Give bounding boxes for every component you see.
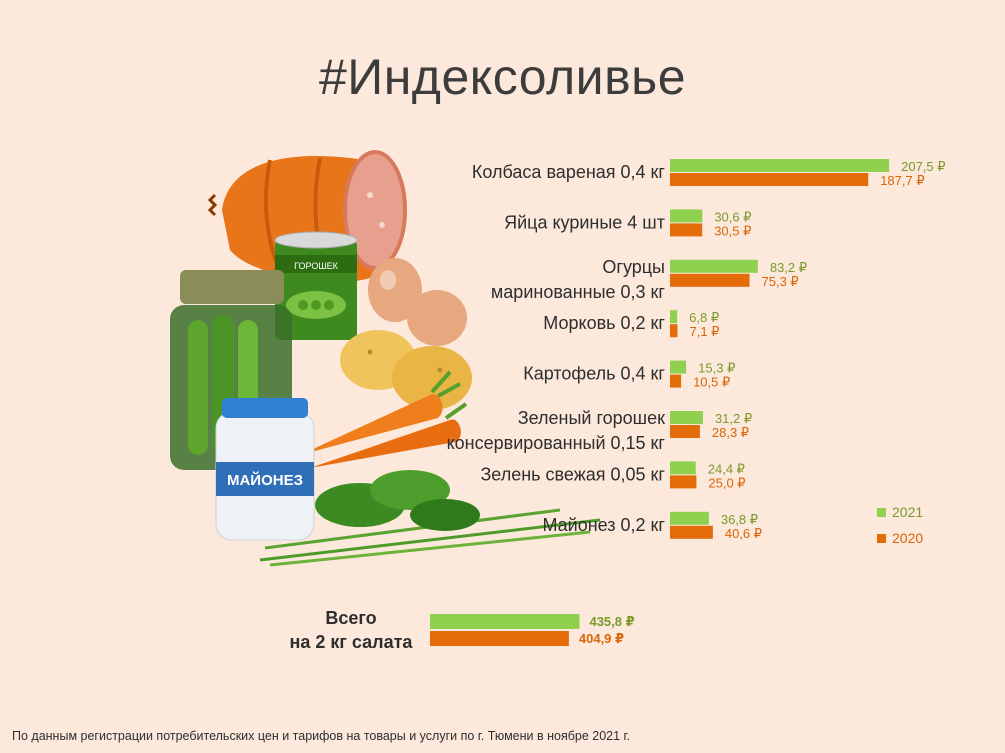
total-bar-2021 bbox=[430, 614, 580, 629]
value-label-2021: 15,3 ₽ bbox=[698, 361, 735, 376]
total-value-2020: 404,9 ₽ bbox=[579, 631, 624, 646]
bar-2020 bbox=[670, 173, 869, 186]
value-label-2021: 36,8 ₽ bbox=[721, 512, 758, 527]
bar-2020 bbox=[670, 223, 703, 237]
value-label-2020: 187,7 ₽ bbox=[880, 173, 924, 188]
legend: 2021 2020 bbox=[877, 504, 923, 546]
value-label-2020: 30,5 ₽ bbox=[714, 223, 751, 238]
category-label: Огурцы маринованные 0,3 кг bbox=[491, 257, 666, 302]
bar-2021 bbox=[670, 259, 758, 273]
bar-2021 bbox=[670, 159, 890, 172]
value-label-2021: 83,2 ₽ bbox=[770, 260, 807, 275]
jar-label: МАЙОНЕЗ bbox=[227, 471, 303, 489]
value-label-2020: 25,0 ₽ bbox=[708, 475, 745, 490]
bar-2020 bbox=[670, 374, 682, 388]
legend-swatch-2020 bbox=[877, 534, 886, 543]
category-label: Майонез 0,2 кг bbox=[542, 515, 665, 535]
category-label: Зелень свежая 0,05 кг bbox=[480, 464, 665, 484]
category-label: Морковь 0,2 кг bbox=[543, 313, 665, 333]
mayonnaise-jar-icon: МАЙОНЕЗ bbox=[215, 398, 315, 541]
total-bar-2020 bbox=[430, 631, 569, 646]
bar-2020 bbox=[670, 273, 750, 287]
greens-icon bbox=[259, 470, 601, 567]
bar-2021 bbox=[670, 511, 709, 525]
bar-2021 bbox=[670, 360, 687, 374]
bar-2020 bbox=[670, 525, 713, 539]
bar-2020 bbox=[670, 425, 700, 438]
legend-label-2020: 2020 bbox=[892, 530, 923, 546]
value-label-2021: 207,5 ₽ bbox=[901, 159, 945, 174]
value-label-2021: 31,2 ₽ bbox=[715, 411, 752, 426]
value-label-2020: 40,6 ₽ bbox=[725, 526, 762, 541]
total-value-2021: 435,8 ₽ bbox=[589, 614, 634, 629]
potatoes-icon bbox=[340, 330, 472, 410]
bar-2021 bbox=[670, 310, 678, 324]
bar-2021 bbox=[670, 411, 703, 424]
category-label: Яйца куриные 4 шт bbox=[504, 212, 665, 232]
can-label: ГОРОШЕК bbox=[294, 261, 338, 271]
value-label-2021: 30,6 ₽ bbox=[714, 209, 751, 224]
bar-2021 bbox=[670, 461, 696, 475]
footnote: По данным регистрации потребительских це… bbox=[12, 729, 631, 743]
legend-label-2021: 2021 bbox=[892, 504, 923, 520]
value-label-2020: 7,1 ₽ bbox=[689, 324, 719, 339]
ingredients-illustration: ГОРОШЕК МАЙОНЕЗ bbox=[170, 150, 601, 567]
totals-group: Всего на 2 кг салата 435,8 ₽ 404,9 ₽ bbox=[290, 608, 635, 652]
total-label: Всего на 2 кг салата bbox=[290, 608, 414, 652]
legend-swatch-2021 bbox=[877, 508, 886, 517]
category-label: Колбаса вареная 0,4 кг bbox=[472, 162, 666, 182]
value-label-2020: 75,3 ₽ bbox=[762, 274, 799, 289]
category-label: Картофель 0,4 кг bbox=[523, 364, 665, 384]
category-label: Зеленый горошек консервированный 0,15 кг bbox=[447, 408, 666, 453]
value-label-2021: 24,4 ₽ bbox=[708, 461, 745, 476]
value-label-2020: 10,5 ₽ bbox=[693, 375, 730, 390]
page-title: #Индексоливье bbox=[318, 49, 687, 105]
bars-group: Колбаса вареная 0,4 кг 207,5 ₽187,7 ₽ Яйца… bbox=[447, 159, 946, 541]
bar-2021 bbox=[670, 209, 703, 223]
bar-2020 bbox=[670, 324, 678, 338]
pea-can-icon: ГОРОШЕК bbox=[274, 231, 358, 340]
carrots-icon bbox=[300, 370, 468, 468]
eggs-icon bbox=[368, 258, 467, 346]
value-label-2020: 28,3 ₽ bbox=[712, 425, 749, 440]
bar-2020 bbox=[670, 475, 697, 489]
value-label-2021: 6,8 ₽ bbox=[689, 310, 719, 325]
